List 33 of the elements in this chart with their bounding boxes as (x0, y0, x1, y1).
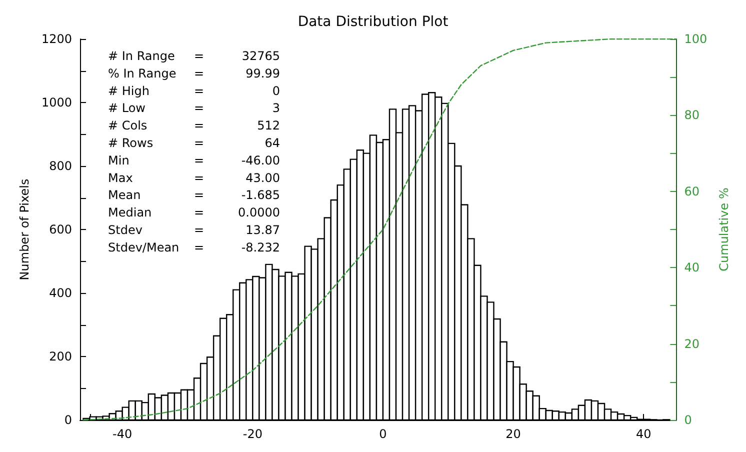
y-tick-label: 600 (49, 222, 72, 236)
chart-title: Data Distribution Plot (298, 14, 449, 30)
text: Max = 43.00 (108, 170, 280, 185)
text: Stdev/Mean = -8.232 (108, 240, 280, 254)
y-tick-label: 1200 (41, 32, 72, 46)
y2-tick-label: 60 (684, 184, 700, 198)
x-tick-label: 20 (506, 427, 521, 441)
text: Min = -46.00 (108, 153, 280, 168)
y-tick-label: 0 (64, 413, 72, 427)
text: # Cols = 512 (108, 118, 280, 133)
y-tick-label: 200 (49, 350, 72, 364)
y-tick-label: 800 (49, 159, 72, 173)
y2-tick-label: 100 (684, 32, 708, 46)
x-tick-label: -40 (112, 427, 132, 441)
text: Median = 0.0000 (108, 206, 280, 220)
text: # In Range = 32765 (108, 49, 280, 63)
y2-tick-label: 0 (684, 413, 692, 427)
y2-tick-label: 80 (684, 108, 700, 122)
y2-tick-label: 40 (684, 260, 700, 275)
text: % In Range = 99.99 (108, 66, 280, 80)
y-tick-label: 1000 (41, 96, 72, 110)
text: Stdev = 13.87 (108, 223, 280, 237)
x-tick-label: 40 (636, 427, 652, 441)
y2-axis-title: Cumulative % (717, 188, 731, 272)
y-tick-label: 400 (49, 286, 72, 300)
y-axis-title: Number of Pixels (18, 178, 32, 280)
text: # Low = 3 (108, 101, 280, 116)
y2-tick-label: 20 (684, 336, 700, 351)
x-tick-label: 0 (379, 427, 387, 441)
x-tick-label: -20 (242, 427, 262, 441)
text: Mean = -1.685 (108, 188, 280, 202)
text: # High = 0 (108, 84, 280, 98)
text: # Rows = 64 (108, 136, 280, 150)
